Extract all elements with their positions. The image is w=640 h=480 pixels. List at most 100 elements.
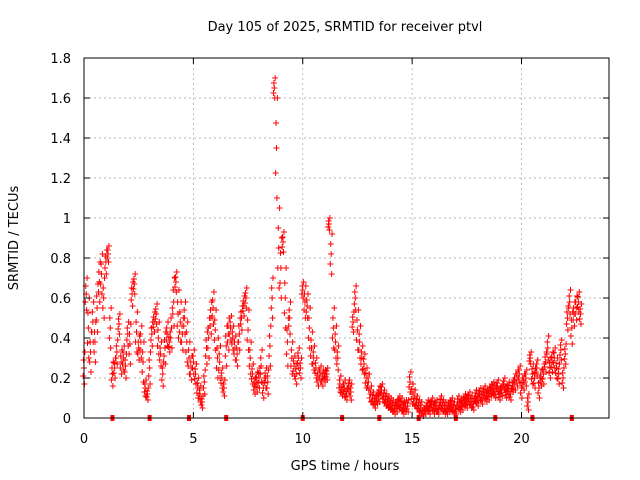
data-point bbox=[216, 359, 223, 365]
data-point bbox=[123, 375, 129, 381]
data-point bbox=[354, 317, 360, 323]
data-point bbox=[459, 407, 466, 413]
data-point bbox=[571, 323, 578, 329]
data-point bbox=[527, 355, 534, 361]
data-point bbox=[117, 365, 124, 371]
data-point bbox=[332, 331, 339, 337]
data-point bbox=[141, 389, 148, 395]
data-point bbox=[132, 271, 139, 277]
data-point bbox=[267, 363, 274, 369]
data-point bbox=[247, 355, 254, 361]
data-point bbox=[561, 356, 568, 362]
data-point bbox=[126, 351, 133, 357]
data-point bbox=[347, 389, 354, 395]
data-point bbox=[126, 341, 133, 347]
data-point bbox=[532, 369, 539, 375]
data-point bbox=[435, 411, 442, 417]
y-tick-label: 0.6 bbox=[50, 292, 71, 307]
data-point bbox=[128, 297, 135, 303]
data-point bbox=[495, 394, 502, 400]
data-point bbox=[272, 75, 279, 81]
data-point bbox=[347, 393, 353, 399]
data-point bbox=[353, 283, 360, 289]
data-point bbox=[567, 333, 574, 339]
data-point bbox=[523, 367, 530, 373]
data-point bbox=[549, 359, 556, 365]
data-point bbox=[104, 255, 111, 261]
data-point bbox=[372, 405, 379, 411]
data-point bbox=[329, 315, 336, 321]
data-point bbox=[326, 215, 333, 221]
x-tick-label: 5 bbox=[189, 432, 197, 447]
data-point bbox=[214, 355, 221, 361]
data-point bbox=[105, 243, 112, 249]
data-point bbox=[323, 371, 330, 377]
data-point bbox=[81, 349, 88, 355]
data-point bbox=[469, 404, 476, 410]
data-point bbox=[181, 307, 188, 313]
data-point bbox=[233, 345, 240, 351]
data-point bbox=[512, 387, 519, 393]
data-point bbox=[523, 383, 530, 389]
data-point bbox=[161, 353, 168, 359]
data-point bbox=[418, 399, 425, 405]
data-point bbox=[90, 299, 97, 305]
data-point bbox=[330, 325, 337, 331]
data-point bbox=[146, 365, 153, 371]
data-point bbox=[165, 344, 172, 350]
data-point bbox=[560, 365, 567, 371]
data-point bbox=[286, 307, 293, 313]
data-point bbox=[410, 381, 416, 387]
data-point bbox=[536, 395, 543, 401]
data-point bbox=[550, 349, 556, 355]
data-point bbox=[521, 387, 528, 393]
data-point bbox=[171, 275, 178, 281]
chart-title: Day 105 of 2025, SRMTID for receiver ptv… bbox=[208, 20, 483, 35]
data-point bbox=[256, 375, 262, 381]
data-point bbox=[328, 271, 335, 277]
data-point bbox=[202, 353, 209, 359]
data-point bbox=[124, 325, 131, 331]
data-point bbox=[406, 379, 413, 385]
data-point bbox=[545, 333, 552, 339]
data-point bbox=[259, 390, 266, 396]
data-point bbox=[267, 323, 274, 329]
data-point bbox=[154, 301, 161, 307]
data-point bbox=[522, 379, 528, 385]
data-point bbox=[322, 374, 329, 380]
data-point bbox=[122, 357, 129, 363]
data-point bbox=[164, 343, 171, 349]
data-point bbox=[473, 387, 480, 393]
data-point bbox=[358, 349, 365, 355]
data-point bbox=[497, 397, 504, 403]
data-point bbox=[193, 361, 200, 367]
data-point bbox=[105, 251, 112, 257]
data-point bbox=[150, 324, 157, 330]
data-point bbox=[93, 293, 100, 299]
data-point bbox=[335, 367, 342, 373]
y-tick-label: 1.6 bbox=[50, 92, 71, 107]
data-point bbox=[96, 299, 103, 305]
data-point bbox=[179, 347, 186, 353]
data-point bbox=[525, 407, 532, 413]
data-point bbox=[577, 311, 584, 317]
data-point bbox=[359, 367, 366, 373]
data-point bbox=[517, 390, 524, 396]
data-point bbox=[501, 381, 507, 387]
data-point bbox=[266, 343, 273, 349]
data-point bbox=[101, 315, 108, 321]
data-point bbox=[211, 317, 218, 323]
data-point bbox=[455, 393, 462, 399]
data-point bbox=[479, 401, 486, 407]
data-point bbox=[106, 315, 113, 321]
data-point bbox=[557, 352, 563, 358]
data-point bbox=[100, 295, 107, 301]
data-point bbox=[157, 351, 164, 357]
data-point bbox=[412, 387, 419, 393]
data-point bbox=[229, 329, 236, 335]
data-point bbox=[567, 287, 574, 293]
data-point bbox=[265, 367, 272, 373]
data-point bbox=[319, 383, 326, 389]
data-point bbox=[165, 319, 171, 325]
data-point bbox=[288, 347, 295, 353]
